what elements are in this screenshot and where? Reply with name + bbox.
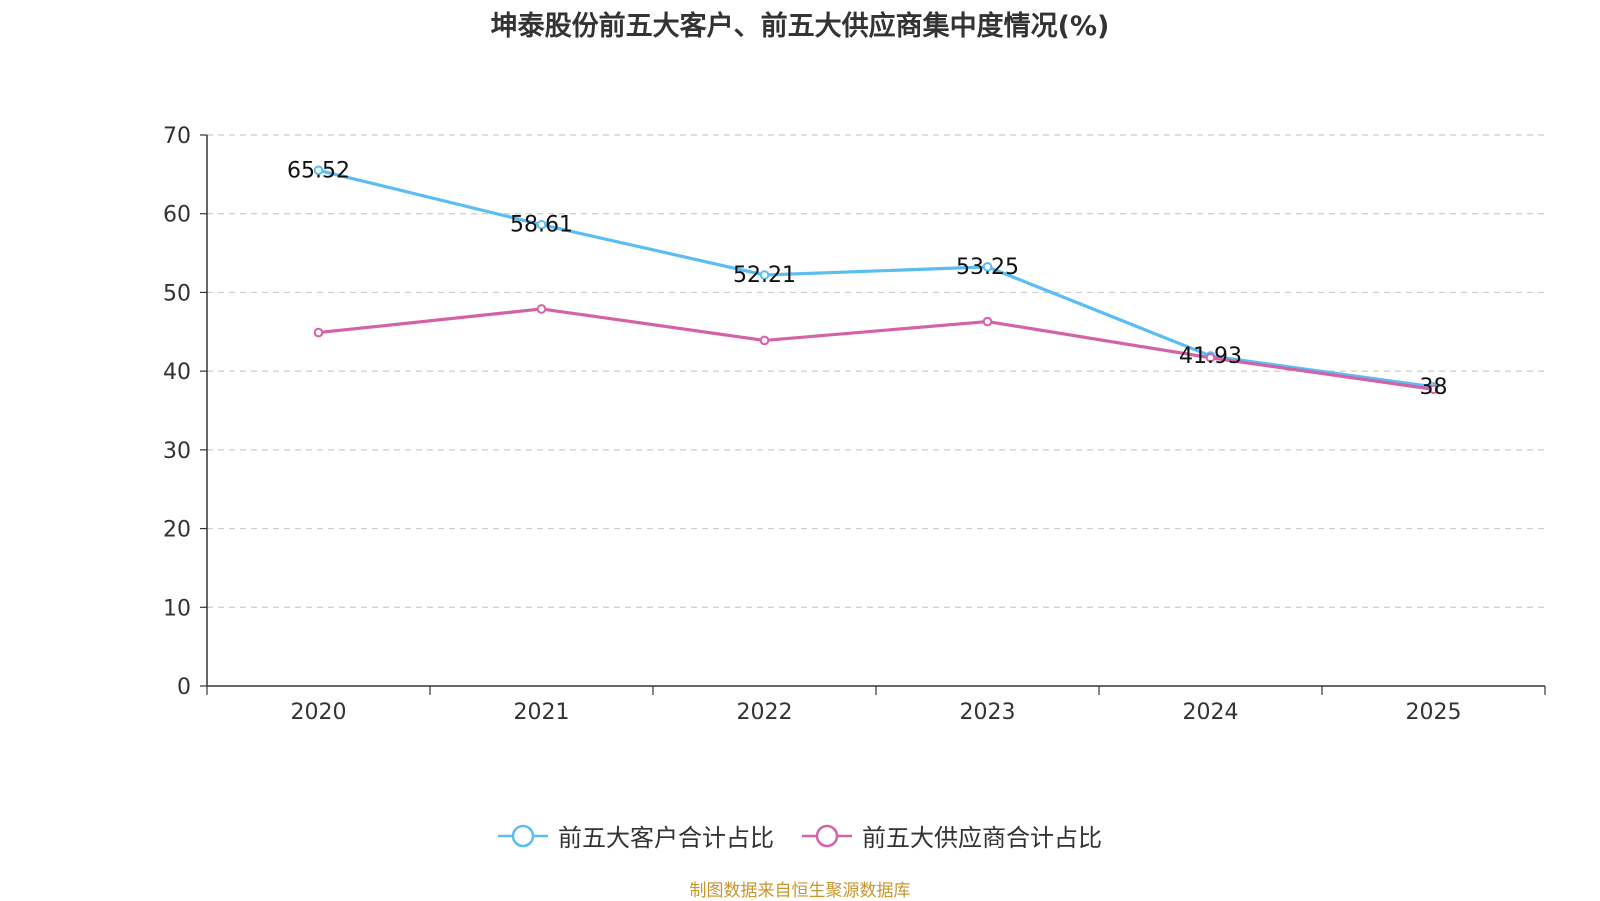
data-point-1-2021 [536, 304, 547, 314]
x-tick-label-2022: 2022 [737, 700, 793, 725]
data-label-0-2021: 58.61 [510, 213, 573, 238]
data-label-0-2023: 53.25 [956, 255, 1019, 280]
series-line-0 [318, 168, 1434, 389]
data-point-0-2023 [982, 262, 993, 272]
data-label-0-2024: 41.93 [1179, 344, 1242, 369]
data-point-1-2020 [313, 327, 324, 338]
y-tick-label: 60 [163, 203, 191, 228]
x-tick-label-2020: 2020 [291, 700, 347, 725]
data-point-1-2022 [759, 335, 770, 346]
data-point-0-2022 [759, 270, 770, 280]
y-tick-label: 10 [163, 596, 191, 621]
data-label-0-2025: 38 [1420, 375, 1448, 400]
legend-item-customers[interactable]: 前五大客户合计占比 [498, 818, 774, 853]
y-tick-label: 0 [177, 675, 191, 700]
data-point-1-2024 [1205, 352, 1216, 363]
chart-title: 坤泰股份前五大客户、前五大供应商集中度情况(%) [490, 11, 1110, 42]
legend-label-customers: 前五大客户合计占比 [558, 824, 774, 852]
data-point-1-2025 [1428, 384, 1439, 395]
legend-item-suppliers[interactable]: 前五大供应商合计占比 [802, 818, 1102, 853]
data-point-1-2023 [982, 316, 993, 327]
legend-swatch-customers [498, 824, 548, 847]
line-chart: 0 10 20 30 40 50 60 70 2020 2021 2022 2023 2024 2025 6… [163, 124, 1546, 725]
legend-swatch-suppliers [802, 824, 852, 847]
y-tick-label: 70 [163, 124, 191, 149]
data-label-0-2022: 52.21 [733, 263, 796, 288]
y-tick-label: 20 [163, 518, 191, 543]
y-tick-label: 30 [163, 439, 191, 464]
data-point-0-2020 [313, 165, 324, 176]
y-tick-label: 40 [163, 360, 191, 385]
series-line-1 [318, 307, 1434, 391]
y-tick-label: 50 [163, 281, 191, 306]
x-tick-label-2024: 2024 [1183, 700, 1239, 725]
x-tick-label-2021: 2021 [514, 700, 570, 725]
data-source-note: 制图数据来自恒生聚源数据库 [689, 881, 911, 901]
data-point-0-2021 [536, 219, 547, 230]
legend: 前五大客户合计占比 前五大供应商合计占比 [0, 818, 1600, 853]
x-tick-label-2025: 2025 [1406, 700, 1462, 725]
legend-label-suppliers: 前五大供应商合计占比 [862, 824, 1102, 852]
x-tick-label-2023: 2023 [960, 700, 1016, 725]
data-label-0-2020: 65.52 [287, 158, 350, 183]
